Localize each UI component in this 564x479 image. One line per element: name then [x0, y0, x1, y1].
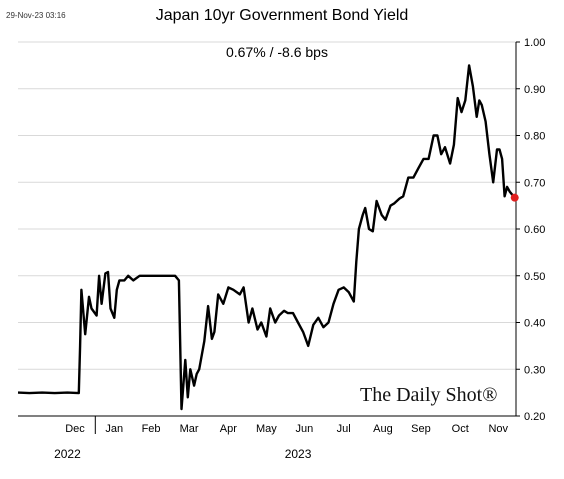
y-tick-label: 0.90 — [524, 84, 545, 96]
timestamp: 29-Nov-23 03:16 — [6, 11, 66, 20]
x-tick-label: Apr — [220, 423, 237, 435]
series-line-jgb-10yr — [17, 64, 516, 411]
year-label: 2022 — [54, 447, 81, 461]
x-tick-label: Jun — [296, 423, 314, 435]
chart-subtitle: 0.67% / -8.6 bps — [226, 44, 328, 60]
gridlines — [18, 41, 516, 417]
y-tick-label: 1.00 — [524, 37, 545, 49]
x-tick-label: May — [256, 423, 277, 435]
y-tick-label: 0.20 — [524, 411, 545, 423]
y-tick-label: 0.40 — [524, 318, 545, 330]
year-label: 2023 — [285, 447, 312, 461]
chart-title: Japan 10yr Government Bond Yield — [155, 7, 409, 24]
x-tick-label: Oct — [452, 423, 469, 435]
last-point-marker — [510, 193, 519, 202]
x-tick-label: Mar — [180, 423, 199, 435]
x-tick-label: Nov — [488, 423, 508, 435]
x-tick-label: Jul — [337, 423, 351, 435]
y-tick-label: 0.30 — [524, 364, 545, 376]
x-tick-label: Dec — [65, 423, 85, 435]
y-tick-label: 0.60 — [524, 224, 545, 236]
y-tick-label: 0.80 — [524, 131, 545, 143]
x-tick-label: Feb — [142, 423, 161, 435]
watermark-logo: The Daily Shot® — [360, 384, 498, 406]
axes — [18, 41, 520, 434]
x-tick-label: Jan — [105, 423, 123, 435]
series-layer — [17, 64, 519, 411]
y-tick-label: 0.50 — [524, 271, 545, 283]
x-tick-label: Sep — [411, 423, 431, 435]
x-tick-labels: Dec Jan Feb Mar Apr May Jun Jul Aug Sep Oct Nov 2022… — [54, 423, 508, 461]
y-tick-label: 0.70 — [524, 177, 545, 189]
y-tick-labels: 0.20 0.30 0.40 0.50 0.60 0.70 0.80 0.90 1.00 — [524, 37, 545, 423]
x-tick-label: Aug — [373, 423, 393, 435]
